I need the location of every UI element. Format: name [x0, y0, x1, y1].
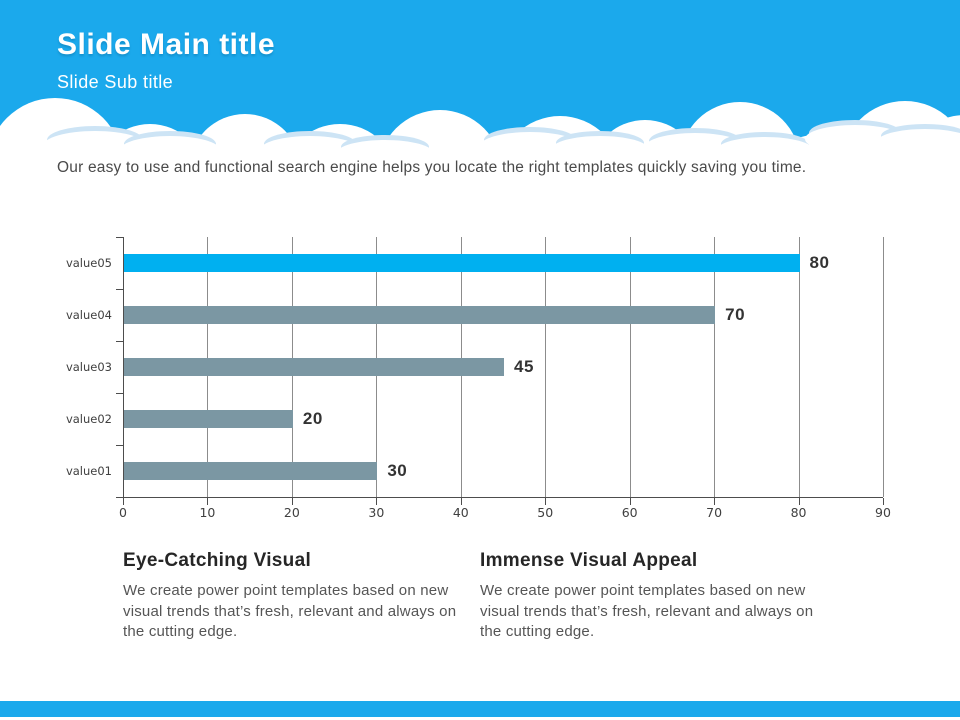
gridline — [714, 237, 716, 497]
x-axis-line — [123, 497, 883, 498]
y-axis-tick — [116, 289, 123, 290]
x-axis-tick — [883, 498, 884, 505]
bar-value-label: 70 — [725, 305, 746, 324]
section-body: We create power point templates based on… — [480, 582, 814, 640]
x-tick-label: 60 — [621, 505, 638, 520]
x-axis-tick — [123, 498, 124, 505]
y-axis-tick — [116, 237, 123, 238]
bar-value01 — [124, 462, 378, 480]
category-label: value03 — [65, 360, 112, 374]
category-label: value04 — [65, 308, 112, 322]
bar-value-label: 45 — [514, 357, 534, 376]
footer-bar — [0, 701, 960, 717]
x-tick-label: 30 — [368, 505, 385, 520]
header-banner: Slide Main title Slide Sub title — [0, 0, 960, 152]
intro-text: Our easy to use and functional search en… — [57, 159, 807, 176]
category-label: value01 — [65, 464, 112, 478]
bar-value-label: 20 — [302, 409, 323, 428]
gridline — [545, 237, 547, 497]
x-tick-label: 20 — [283, 505, 300, 520]
x-axis-tick — [460, 498, 462, 505]
bar-value-label: 80 — [809, 253, 830, 272]
x-tick-label: 90 — [875, 505, 891, 520]
slide-subtitle: Slide Sub title — [57, 72, 174, 92]
section-heading: Immense Visual Appeal — [480, 550, 698, 571]
section-eye-catching: Eye-Catching Visual We create power poin… — [123, 550, 473, 643]
gridline — [629, 237, 631, 497]
y-axis-tick — [116, 445, 123, 446]
bar-value05 — [124, 254, 800, 272]
x-tick-label: 40 — [452, 505, 469, 520]
x-axis-tick — [629, 498, 631, 505]
x-tick-label: 70 — [706, 505, 723, 520]
x-tick-label: 0 — [119, 505, 127, 520]
y-axis-tick — [116, 341, 123, 342]
cloud-accent-arcs — [43, 120, 960, 152]
y-axis-line — [123, 237, 124, 498]
x-axis-tick — [545, 498, 547, 505]
x-axis-tick — [376, 498, 378, 505]
bar-value03 — [124, 358, 504, 376]
y-axis-tick — [116, 497, 123, 498]
bar-value04 — [124, 306, 716, 324]
x-axis-tick — [207, 498, 209, 505]
bar-value-label: 30 — [387, 461, 408, 480]
x-axis-tick — [714, 498, 716, 505]
category-label: value05 — [65, 256, 112, 270]
y-axis-tick — [116, 393, 123, 394]
x-axis-tick — [798, 498, 800, 505]
section-body: We create power point templates based on… — [123, 582, 457, 640]
x-tick-label: 10 — [199, 505, 216, 520]
x-axis-tick — [291, 498, 293, 505]
gridline — [798, 237, 800, 497]
gridline — [883, 237, 884, 497]
plot-area: 0 10 20 30 40 50 60 70 80 90 80 value05 70 value04 45 v… — [66, 237, 891, 520]
clouds-graphic — [0, 98, 960, 152]
section-immense: Immense Visual Appeal We create power po… — [480, 550, 830, 643]
section-heading: Eye-Catching Visual — [123, 550, 312, 571]
category-label: value02 — [65, 412, 112, 426]
slide-title: Slide Main title — [57, 28, 276, 61]
x-tick-label: 50 — [537, 505, 554, 520]
bar-value02 — [124, 410, 293, 428]
x-tick-label: 80 — [790, 505, 807, 520]
